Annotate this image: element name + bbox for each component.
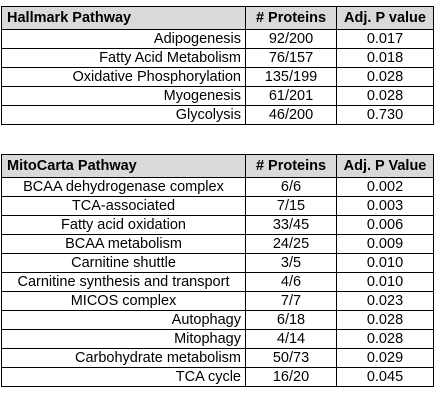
proteins-cell: 7/15 [245,196,337,216]
pathway-column-header: MitoCarta Pathway [1,154,246,178]
pathway-cell: Carnitine shuttle [1,253,246,273]
mitocarta-pathway-table: MitoCarta Pathway # Proteins Adj. P Valu… [1,154,434,387]
pvalue-cell: 0.018 [336,48,434,68]
table-row: Glycolysis 46/200 0.730 [1,105,434,125]
pvalue-cell: 0.028 [336,67,434,87]
pathway-cell: TCA cycle [1,367,246,387]
table-row: Mitophagy 4/14 0.028 [1,329,434,349]
proteins-cell: 33/45 [245,215,337,235]
proteins-cell: 92/200 [245,29,337,49]
pathway-cell: Fatty acid oxidation [1,215,246,235]
proteins-column-header: # Proteins [245,6,337,30]
pvalue-cell: 0.029 [336,348,434,368]
pathway-cell: Autophagy [1,310,246,330]
table-row: Myogenesis 61/201 0.028 [1,86,434,106]
proteins-cell: 4/14 [245,329,337,349]
pvalue-cell: 0.730 [336,105,434,125]
pathway-cell: Glycolysis [1,105,246,125]
pvalue-cell: 0.010 [336,253,434,273]
proteins-cell: 61/201 [245,86,337,106]
table-row: Carbohydrate metabolism 50/73 0.029 [1,348,434,368]
pathway-cell: Oxidative Phosphorylation [1,67,246,87]
proteins-cell: 76/157 [245,48,337,68]
pvalue-cell: 0.045 [336,367,434,387]
table-row: Fatty Acid Metabolism 76/157 0.018 [1,48,434,68]
pathway-cell: Fatty Acid Metabolism [1,48,246,68]
table-row: Fatty acid oxidation 33/45 0.006 [1,215,434,235]
pathway-cell: Carnitine synthesis and transport [1,272,246,292]
pathway-cell: Adipogenesis [1,29,246,49]
table-row: MICOS complex 7/7 0.023 [1,291,434,311]
proteins-cell: 16/20 [245,367,337,387]
proteins-cell: 3/5 [245,253,337,273]
pvalue-cell: 0.009 [336,234,434,254]
proteins-cell: 135/199 [245,67,337,87]
pvalue-cell: 0.010 [336,272,434,292]
pathway-cell: TCA-associated [1,196,246,216]
pvalue-cell: 0.006 [336,215,434,235]
pathway-cell: BCAA metabolism [1,234,246,254]
proteins-cell: 7/7 [245,291,337,311]
pvalue-cell: 0.023 [336,291,434,311]
table-row: Adipogenesis 92/200 0.017 [1,29,434,49]
proteins-column-header: # Proteins [245,154,337,178]
proteins-cell: 4/6 [245,272,337,292]
pvalue-column-header: Adj. P value [336,6,434,30]
proteins-cell: 6/18 [245,310,337,330]
proteins-cell: 6/6 [245,177,337,197]
pvalue-cell: 0.002 [336,177,434,197]
pathway-cell: BCAA dehydrogenase complex [1,177,246,197]
pathway-cell: Mitophagy [1,329,246,349]
proteins-cell: 50/73 [245,348,337,368]
table-header-row: MitoCarta Pathway # Proteins Adj. P Valu… [1,154,434,178]
table-row: Autophagy 6/18 0.028 [1,310,434,330]
table-row: TCA-associated 7/15 0.003 [1,196,434,216]
table-row: Carnitine shuttle 3/5 0.010 [1,253,434,273]
pathway-cell: Myogenesis [1,86,246,106]
pvalue-cell: 0.028 [336,329,434,349]
pvalue-cell: 0.028 [336,310,434,330]
pvalue-cell: 0.028 [336,86,434,106]
table-row: BCAA metabolism 24/25 0.009 [1,234,434,254]
hallmark-pathway-table: Hallmark Pathway # Proteins Adj. P value… [1,6,434,125]
pathway-cell: Carbohydrate metabolism [1,348,246,368]
pvalue-column-header: Adj. P Value [336,154,434,178]
pvalue-cell: 0.017 [336,29,434,49]
pathway-column-header: Hallmark Pathway [1,6,246,30]
table-row: Carnitine synthesis and transport 4/6 0.… [1,272,434,292]
pathway-cell: MICOS complex [1,291,246,311]
table-header-row: Hallmark Pathway # Proteins Adj. P value [1,6,434,30]
table-row: TCA cycle 16/20 0.045 [1,367,434,387]
table-row: Oxidative Phosphorylation 135/199 0.028 [1,67,434,87]
table-row: BCAA dehydrogenase complex 6/6 0.002 [1,177,434,197]
proteins-cell: 46/200 [245,105,337,125]
proteins-cell: 24/25 [245,234,337,254]
pvalue-cell: 0.003 [336,196,434,216]
